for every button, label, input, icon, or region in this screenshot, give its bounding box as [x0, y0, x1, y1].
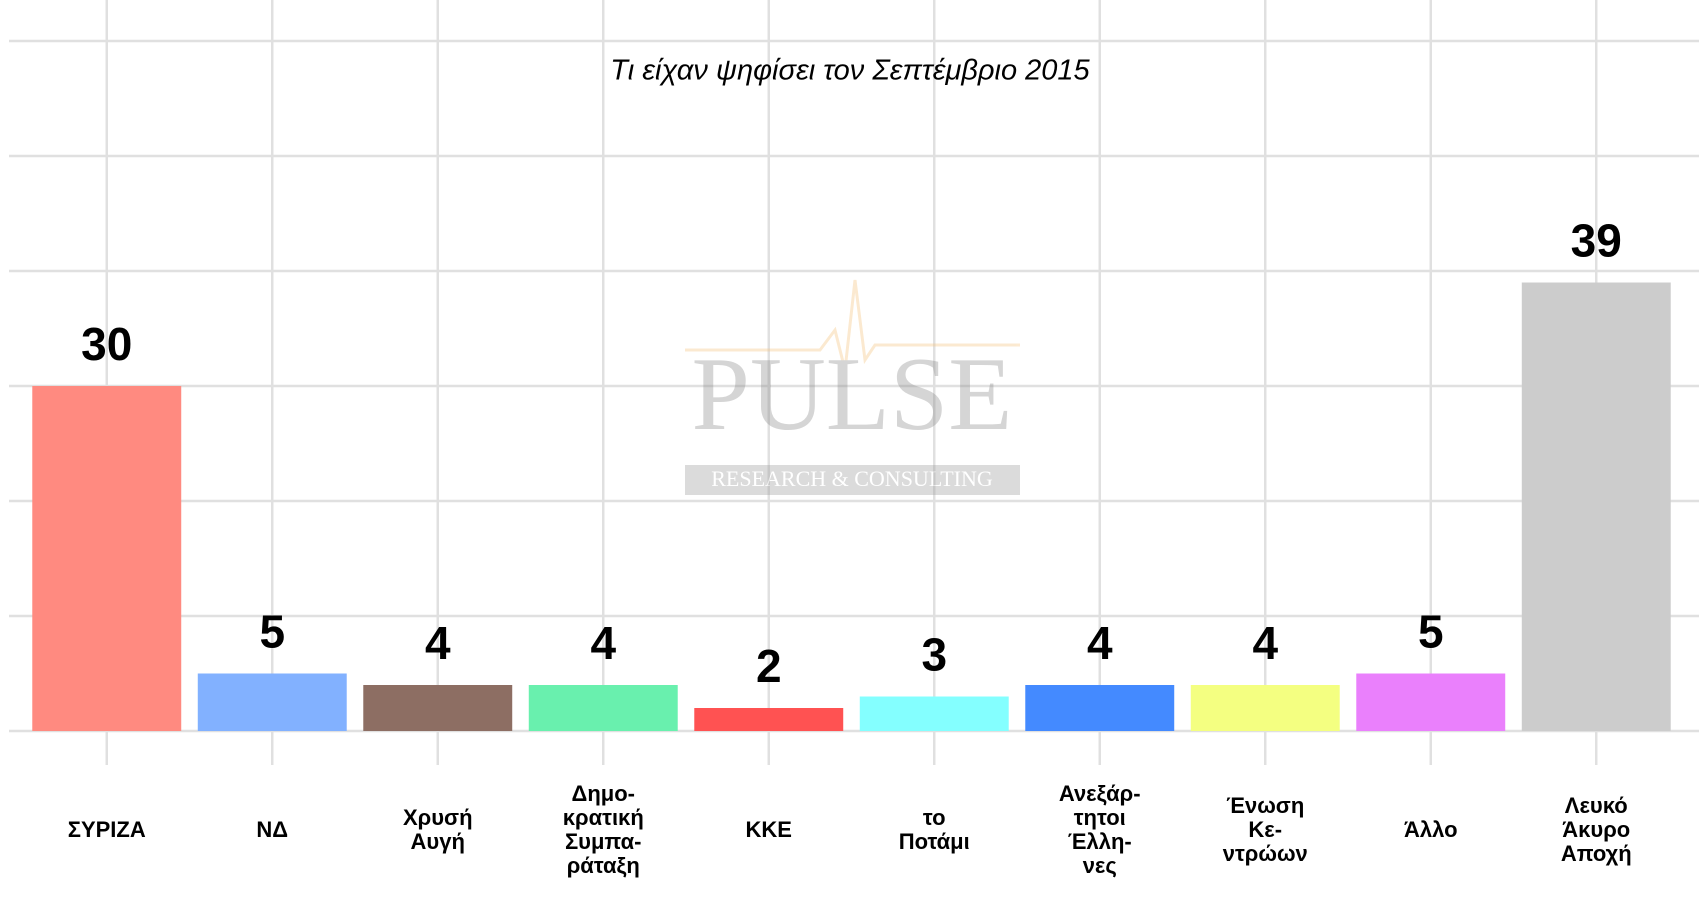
x-tick-label: ΝΔ [256, 817, 289, 842]
value-label: 39 [1571, 215, 1622, 267]
bar [197, 673, 347, 731]
x-tick-label: ΣΥΡΙΖΑ [67, 817, 146, 842]
watermark: PULSE Research & Consulting [685, 279, 1020, 495]
x-tick-label: Δημο- κρατική Συμπα- ράταξη [562, 781, 644, 878]
x-tick-label: Ανεξάρ- τητοι Έλλη- νες [1058, 781, 1141, 878]
value-label: 2 [756, 640, 782, 692]
bar [694, 708, 844, 731]
watermark-title: PULSE [692, 335, 1013, 452]
value-label: 4 [1087, 617, 1113, 669]
watermark-subtitle: Research & Consulting [711, 466, 993, 491]
x-tick-label: Λευκό Άκυρο Αποχή [1560, 793, 1632, 866]
chart-title: Τι είχαν ψηφίσει τον Σεπτέμβριο 2015 [610, 55, 1090, 87]
value-label: 5 [1418, 606, 1444, 658]
watermark-band [685, 465, 1020, 495]
value-label: 5 [259, 606, 285, 658]
bar [32, 386, 182, 731]
bar [1521, 282, 1671, 731]
watermark-pulse [685, 279, 1020, 371]
value-label: 30 [81, 318, 132, 370]
value-label: 3 [921, 629, 947, 681]
x-tick-label: το Ποτάμι [898, 805, 970, 854]
value-label: 4 [590, 617, 616, 669]
bar [859, 696, 1009, 731]
value-label: 4 [425, 617, 451, 669]
value-label: 4 [1252, 617, 1278, 669]
x-tick-label: Άλλο [1403, 817, 1458, 842]
bar [1025, 685, 1175, 731]
x-tick-label: Χρυσή Αυγή [402, 805, 473, 854]
bar [1190, 685, 1340, 731]
bar [1356, 673, 1506, 731]
grid [9, 0, 1699, 765]
bar [528, 685, 678, 731]
bar [363, 685, 513, 731]
x-tick-label: ΚΚΕ [745, 817, 792, 842]
x-tick-label: Ένωση Κε- ντρώων [1222, 793, 1308, 866]
